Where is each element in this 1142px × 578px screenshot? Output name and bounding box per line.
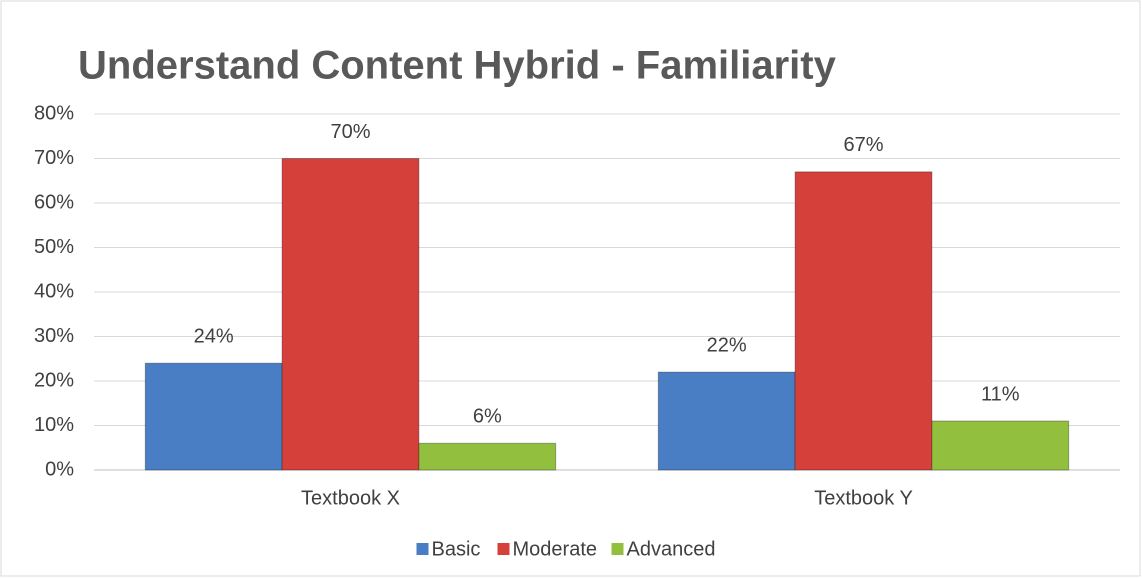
y-tick-label: 10% xyxy=(34,414,74,436)
bar xyxy=(794,171,933,471)
x-tick-label: Textbook X xyxy=(301,487,400,509)
x-tick-label: Textbook Y xyxy=(814,487,913,509)
legend-swatch xyxy=(416,543,429,555)
y-tick-label: 80% xyxy=(34,102,74,124)
y-tick-label: 50% xyxy=(34,236,74,258)
bar xyxy=(144,362,283,471)
data-label: 6% xyxy=(473,406,502,428)
data-label: 70% xyxy=(330,121,370,143)
y-tick-label: 0% xyxy=(45,458,74,480)
y-tick-label: 30% xyxy=(34,325,74,347)
legend-label: Basic xyxy=(432,538,481,560)
legend-swatch xyxy=(497,543,510,555)
data-label: 24% xyxy=(194,325,234,347)
data-label: 11% xyxy=(981,383,1020,405)
y-tick-label: 70% xyxy=(34,147,74,169)
bar xyxy=(418,442,557,471)
y-tick-label: 60% xyxy=(34,191,74,213)
bar xyxy=(931,420,1070,471)
legend-label: Moderate xyxy=(513,538,598,560)
y-tick-label: 40% xyxy=(34,280,74,302)
data-label: 67% xyxy=(843,134,883,156)
y-tick-label: 20% xyxy=(34,369,74,391)
legend-label: Advanced xyxy=(627,538,716,560)
bar xyxy=(281,158,420,471)
legend-swatch xyxy=(611,543,624,555)
chart-title: Understand Content Hybrid - Familiarity xyxy=(78,44,837,88)
data-label: 22% xyxy=(707,334,747,356)
bar xyxy=(657,371,796,471)
